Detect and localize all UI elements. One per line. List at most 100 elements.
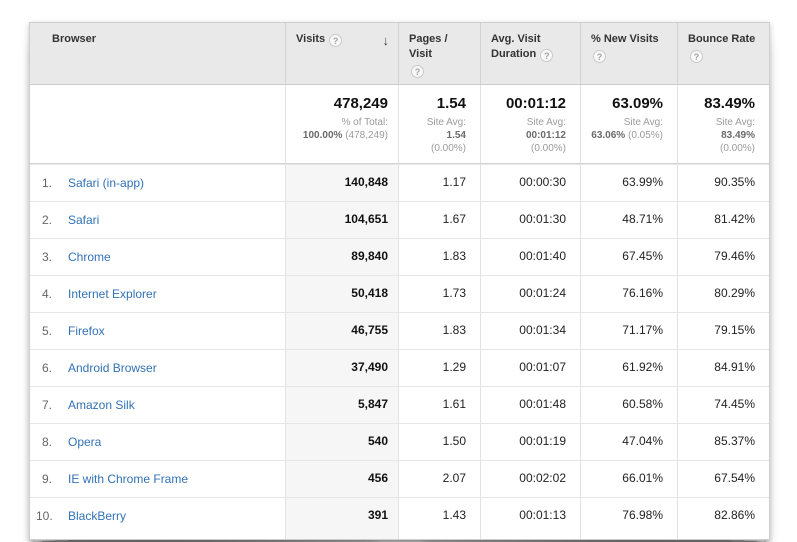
help-icon[interactable]: ? [593, 50, 606, 63]
percent-new-visits-value: 76.16% [580, 276, 677, 312]
bounce-rate-value: 81.42% [677, 202, 769, 238]
visits-value: 37,490 [285, 350, 398, 386]
table-row: 6. Android Browser 37,490 1.29 00:01:07 6… [30, 349, 769, 386]
column-header-pages-per-visit[interactable]: Pages / Visit? [398, 23, 480, 84]
summary-visits: 478,249 % of Total: 100.00% (478,249) [285, 85, 398, 163]
row-rank: 6. [41, 360, 52, 375]
column-header-label: Browser [52, 33, 97, 45]
column-header-label: Avg. Visit Duration [491, 33, 541, 60]
column-header-visits[interactable]: Visits? ↓ [285, 23, 398, 84]
bounce-rate-value: 84.91% [677, 350, 769, 386]
sort-descending-icon: ↓ [382, 33, 390, 48]
table-row: 4. Internet Explorer 50,418 1.73 00:01:24… [30, 275, 769, 312]
summary-avg-value: 1.54 [446, 130, 466, 141]
row-rank: 5. [41, 323, 52, 338]
table-row: 5. Firefox 46,755 1.83 00:01:34 71.17% 79… [30, 312, 769, 349]
summary-value: 63.09% [612, 95, 663, 112]
percent-new-visits-value: 47.04% [580, 424, 677, 460]
summary-label: Site Avg: [715, 117, 755, 128]
summary-avg-value: 100.00% [302, 130, 343, 141]
avg-visit-duration-value: 00:02:02 [480, 461, 580, 497]
help-icon[interactable]: ? [690, 50, 703, 63]
summary-avg-pct: (0.00%) [719, 143, 755, 154]
browser-link[interactable]: IE with Chrome Frame [68, 471, 189, 486]
visits-value: 140,848 [285, 165, 398, 201]
table-row: 3. Chrome 89,840 1.83 00:01:40 67.45% 79.… [30, 238, 769, 275]
percent-new-visits-value: 61.92% [580, 350, 677, 386]
table-row: 7. Amazon Silk 5,847 1.61 00:01:48 60.58%… [30, 386, 769, 423]
browser-link[interactable]: Chrome [68, 249, 111, 264]
bounce-rate-value: 80.29% [677, 276, 769, 312]
pages-per-visit-value: 1.67 [398, 202, 480, 238]
bounce-rate-value: 85.37% [677, 424, 769, 460]
summary-percent-new-visits: 63.09% Site Avg: 63.06% (0.05%) [580, 85, 677, 163]
column-header-bounce-rate[interactable]: Bounce Rate? [677, 23, 769, 84]
browser-link[interactable]: Internet Explorer [68, 286, 157, 301]
summary-avg-value: 83.49% [721, 130, 755, 141]
browser-link[interactable]: Android Browser [68, 360, 157, 375]
browser-link[interactable]: Safari [68, 212, 100, 227]
table-header-row: Browser Visits? ↓ Pages / Visit? Avg. Vi… [30, 23, 769, 85]
pages-per-visit-value: 1.43 [398, 498, 480, 534]
summary-value: 00:01:12 [505, 95, 566, 112]
column-header-browser[interactable]: Browser [30, 23, 285, 84]
row-rank: 9. [41, 471, 52, 486]
percent-new-visits-value: 76.98% [580, 498, 677, 534]
browser-link[interactable]: Safari (in-app) [68, 175, 145, 190]
summary-label: Site Avg: [526, 117, 566, 128]
table-bottom-spacer [30, 534, 769, 539]
pages-per-visit-value: 1.50 [398, 424, 480, 460]
help-icon[interactable]: ? [329, 34, 343, 47]
column-header-label: % New Visits [591, 33, 659, 45]
summary-label: Site Avg: [623, 117, 663, 128]
visits-value: 89,840 [285, 239, 398, 275]
browser-link[interactable]: Firefox [68, 323, 105, 338]
browser-metrics-table: Browser Visits? ↓ Pages / Visit? Avg. Vi… [29, 22, 770, 540]
row-rank: 4. [41, 286, 52, 301]
summary-avg-pct: (0.00%) [530, 143, 566, 154]
pages-per-visit-value: 1.83 [398, 313, 480, 349]
column-header-label: Bounce Rate [688, 33, 756, 45]
summary-avg-value: 00:01:12 [525, 130, 566, 141]
column-header-avg-visit-duration[interactable]: Avg. Visit Duration? [480, 23, 580, 84]
row-rank: 3. [41, 249, 52, 264]
browser-link[interactable]: Amazon Silk [68, 397, 135, 412]
visits-value: 104,651 [285, 202, 398, 238]
browser-link[interactable]: Opera [68, 434, 102, 449]
percent-new-visits-value: 71.17% [580, 313, 677, 349]
row-rank: 2. [41, 212, 52, 227]
summary-avg-visit-duration: 00:01:12 Site Avg: 00:01:12 (0.00%) [480, 85, 580, 163]
percent-new-visits-value: 63.99% [580, 165, 677, 201]
avg-visit-duration-value: 00:01:48 [480, 387, 580, 423]
pages-per-visit-value: 1.83 [398, 239, 480, 275]
visits-value: 5,847 [285, 387, 398, 423]
bounce-rate-value: 82.86% [677, 498, 769, 534]
summary-value: 1.54 [436, 95, 466, 112]
avg-visit-duration-value: 00:01:19 [480, 424, 580, 460]
pages-per-visit-value: 2.07 [398, 461, 480, 497]
visits-value: 46,755 [285, 313, 398, 349]
avg-visit-duration-value: 00:01:24 [480, 276, 580, 312]
visits-value: 540 [285, 424, 398, 460]
table-row: 10. BlackBerry 391 1.43 00:01:13 76.98% 8… [30, 497, 769, 534]
help-icon[interactable]: ? [540, 49, 554, 62]
summary-avg-value: 63.06% [591, 130, 626, 141]
summary-value: 478,249 [333, 95, 388, 112]
bounce-rate-value: 67.54% [677, 461, 769, 497]
table-row: 1. Safari (in-app) 140,848 1.17 00:00:30 … [30, 164, 769, 201]
column-header-label: Pages / Visit [409, 33, 448, 60]
pages-per-visit-value: 1.17 [398, 165, 480, 201]
row-rank: 8. [41, 434, 52, 449]
column-header-percent-new-visits[interactable]: % New Visits? [580, 23, 677, 84]
visits-value: 391 [285, 498, 398, 534]
help-icon[interactable]: ? [411, 65, 424, 78]
summary-label: % of Total: [341, 117, 388, 128]
percent-new-visits-value: 66.01% [580, 461, 677, 497]
pages-per-visit-value: 1.29 [398, 350, 480, 386]
bounce-rate-value: 90.35% [677, 165, 769, 201]
summary-avg-pct: (478,249) [345, 130, 388, 141]
visits-value: 50,418 [285, 276, 398, 312]
percent-new-visits-value: 60.58% [580, 387, 677, 423]
browser-link[interactable]: BlackBerry [68, 508, 127, 523]
avg-visit-duration-value: 00:01:13 [480, 498, 580, 534]
